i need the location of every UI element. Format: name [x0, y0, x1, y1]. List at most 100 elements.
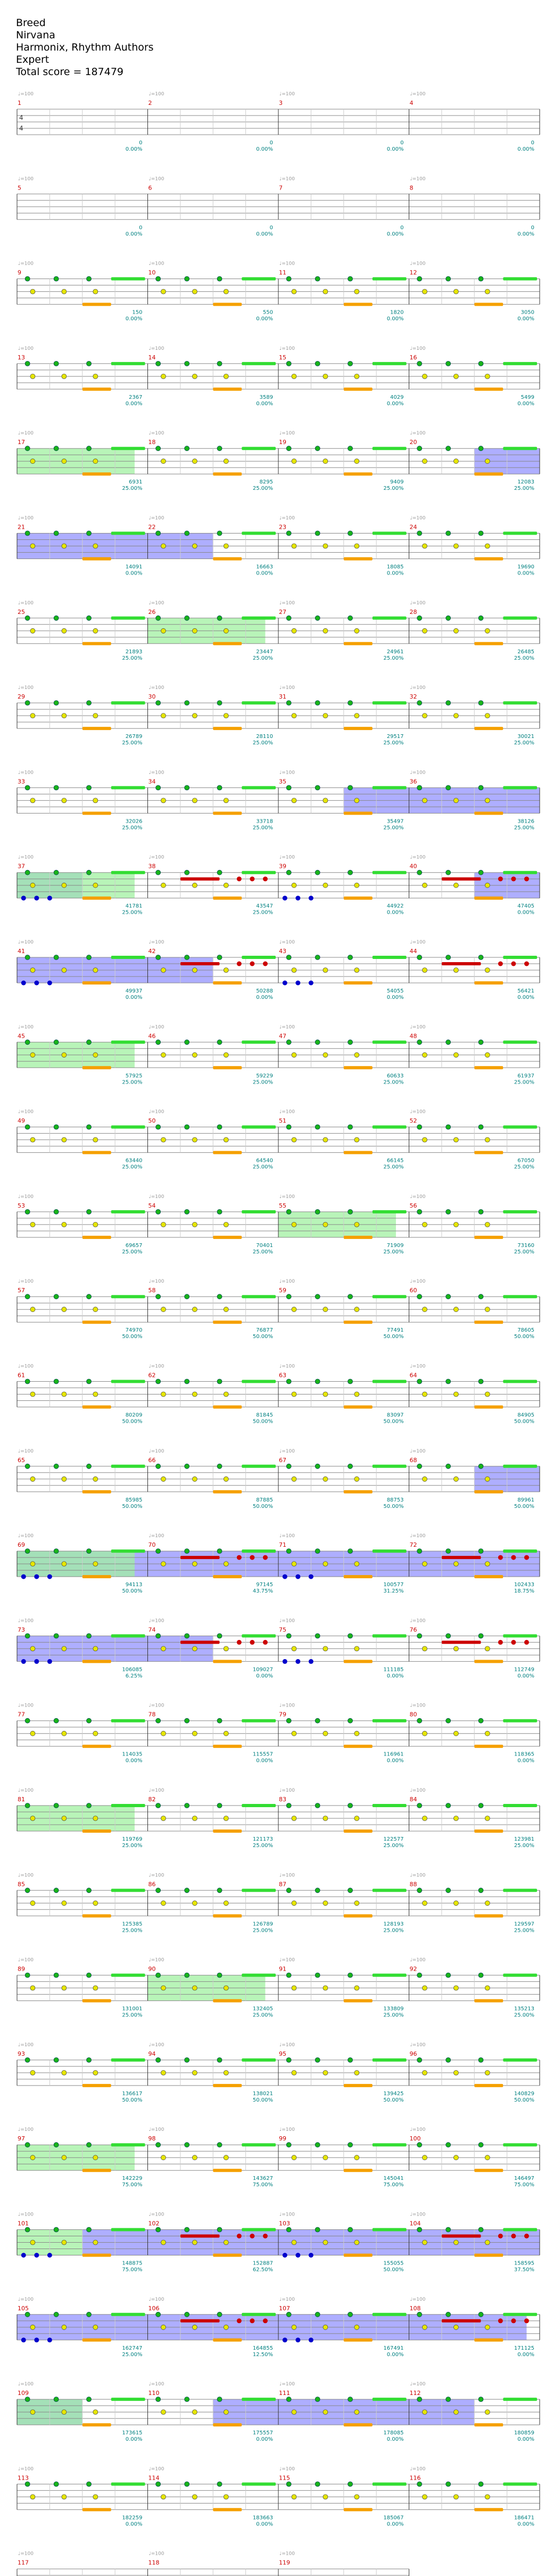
measure-percent: 0.00%: [126, 401, 143, 407]
sustain-green: [372, 362, 407, 365]
measure-percent: 75.00%: [122, 2267, 142, 2273]
measure-percent: 0.00%: [126, 1758, 143, 1764]
measure-number: 11: [279, 269, 286, 276]
measure-percent: 25.00%: [253, 910, 273, 916]
measure-percent: 25.00%: [383, 1843, 403, 1849]
measure-percent: 25.00%: [122, 2352, 142, 2358]
note-blue: [282, 980, 287, 986]
sustain-green: [242, 1973, 276, 1977]
note-green: [24, 615, 30, 621]
sustain-orange: [343, 2253, 373, 2257]
measure-number: 89: [18, 1966, 25, 1973]
note-yellow: [93, 1307, 98, 1312]
measure-percent: 50.00%: [383, 1334, 403, 1340]
sustain-green: [242, 1210, 276, 1213]
note-green: [24, 1803, 30, 1808]
tempo-marker: ♩=100: [410, 2382, 426, 2387]
note-red: [236, 2234, 242, 2238]
note-green: [445, 1209, 451, 1215]
sustain-green: [111, 616, 145, 620]
note-yellow: [30, 1391, 36, 1397]
note-yellow: [323, 289, 328, 294]
tempo-marker: ♩=100: [149, 855, 164, 860]
tempo-marker: ♩=100: [279, 1364, 295, 1369]
sustain-orange: [343, 1235, 373, 1239]
note-yellow: [323, 1052, 328, 1058]
measure-score: 78605: [517, 1327, 534, 1333]
measure-score: 0: [139, 225, 142, 231]
sustain-green: [372, 2482, 407, 2486]
measure-score: 125385: [122, 1921, 142, 1927]
measure-number: 114: [148, 2474, 160, 2481]
sustain-green: [372, 616, 407, 620]
note-yellow: [161, 1137, 166, 1143]
measure-score: 150: [132, 310, 142, 316]
measure-score: 14091: [126, 564, 143, 570]
sustain-red: [180, 962, 220, 965]
measure-percent: 0.00%: [517, 2521, 534, 2527]
note-yellow: [354, 2324, 360, 2330]
measure-percent: 25.00%: [383, 1164, 403, 1170]
note-green: [86, 1463, 92, 1469]
measure-number: 38: [148, 863, 156, 870]
note-yellow: [484, 289, 490, 294]
note-yellow: [484, 1646, 490, 1652]
sustain-green: [242, 701, 276, 705]
measure-number: 88: [410, 1881, 417, 1888]
measure-percent: 0.00%: [126, 231, 143, 237]
note-red: [236, 1639, 242, 1645]
sustain-green: [111, 1295, 145, 1299]
sustain-orange: [343, 642, 373, 645]
note-green: [315, 2311, 320, 2317]
measure-score: 18085: [387, 564, 404, 570]
note-green: [348, 700, 353, 705]
measure-number: 10: [148, 269, 156, 276]
note-yellow: [484, 1985, 490, 1991]
measure-number: 79: [279, 1711, 286, 1718]
measure-number: 63: [279, 1372, 286, 1379]
tempo-marker: ♩=100: [279, 1533, 295, 1539]
note-yellow: [453, 882, 459, 888]
note-yellow: [484, 1307, 490, 1312]
note-green: [286, 446, 292, 452]
note-yellow: [323, 374, 328, 379]
note-yellow: [453, 967, 459, 973]
note-yellow: [453, 1816, 459, 1821]
sustain-green: [242, 1295, 276, 1299]
tempo-marker: ♩=100: [410, 855, 426, 860]
note-green: [445, 2311, 451, 2317]
sustain-orange: [82, 1744, 111, 1748]
note-blue: [47, 2337, 52, 2343]
measure-score: 164855: [253, 2345, 273, 2351]
note-yellow: [192, 967, 197, 973]
note-green: [445, 1803, 451, 1808]
note-yellow: [161, 1307, 166, 1312]
sustain-red: [441, 877, 481, 881]
note-yellow: [484, 1561, 490, 1567]
note-yellow: [484, 1137, 490, 1143]
measure-percent: 0.00%: [387, 2352, 404, 2358]
note-green: [184, 2057, 190, 2063]
note-green: [217, 2057, 222, 2063]
sustain-orange: [213, 1830, 242, 1833]
sustain-green: [372, 956, 407, 959]
sustain-green: [372, 1295, 407, 1299]
note-green: [53, 1803, 59, 1808]
measure-percent: 0.00%: [517, 231, 534, 237]
note-green: [286, 2227, 292, 2233]
note-yellow: [30, 1730, 36, 1736]
note-yellow: [484, 967, 490, 973]
sustain-orange: [82, 642, 111, 645]
note-yellow: [192, 1985, 197, 1991]
note-green: [184, 869, 190, 875]
measure-percent: 50.00%: [383, 2267, 403, 2273]
note-yellow: [291, 289, 297, 294]
note-yellow: [30, 458, 36, 464]
sustain-orange: [343, 1405, 373, 1409]
tempo-marker: ♩=100: [410, 1364, 426, 1369]
sustain-green: [372, 2312, 407, 2316]
note-green: [86, 530, 92, 536]
note-yellow: [291, 458, 297, 464]
note-red: [511, 2318, 516, 2324]
note-yellow: [354, 2494, 360, 2500]
